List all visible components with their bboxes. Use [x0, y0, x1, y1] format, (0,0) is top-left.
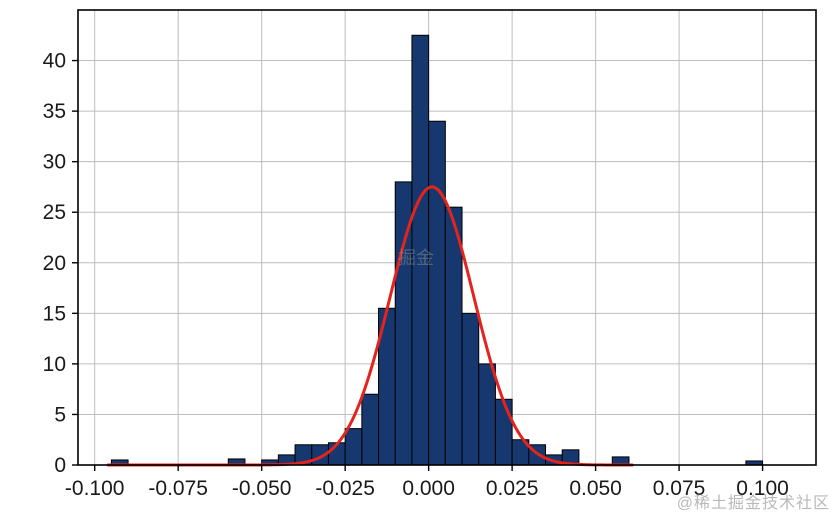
histogram-bar: [494, 398, 513, 466]
y-tick-label: 40: [43, 50, 66, 73]
y-tick-label: 25: [43, 201, 66, 224]
y-tick-label: 0: [54, 454, 66, 477]
corner-watermark-text: @稀土掘金技术社区: [676, 495, 830, 512]
histogram-bar: [428, 120, 446, 466]
plot-border: [77, 9, 817, 466]
y-tick-label: 30: [43, 151, 66, 174]
x-tick-label: -0.100: [65, 477, 125, 500]
y-tick-label: 20: [43, 252, 66, 275]
y-tick-label: 10: [43, 353, 66, 376]
y-tick-label: 5: [54, 403, 66, 426]
x-tick-label: 0.025: [486, 477, 539, 500]
histogram-bar: [461, 312, 480, 466]
center-watermark-text: 掘金: [398, 248, 434, 268]
x-tick-label: 0.075: [653, 477, 706, 500]
y-tick-label: 15: [43, 302, 66, 325]
x-tick-label: -0.050: [232, 477, 292, 500]
histogram-bar: [344, 428, 363, 466]
x-tick-label: 0.050: [569, 477, 622, 500]
x-tick-label: 0.100: [736, 477, 789, 500]
x-tick-label: 0.000: [402, 477, 455, 500]
x-tick-label: -0.075: [148, 477, 208, 500]
histogram-bar: [478, 363, 496, 466]
y-tick-label: 35: [43, 100, 66, 123]
x-tick-label: -0.025: [315, 477, 375, 500]
histogram-bar: [361, 393, 380, 466]
